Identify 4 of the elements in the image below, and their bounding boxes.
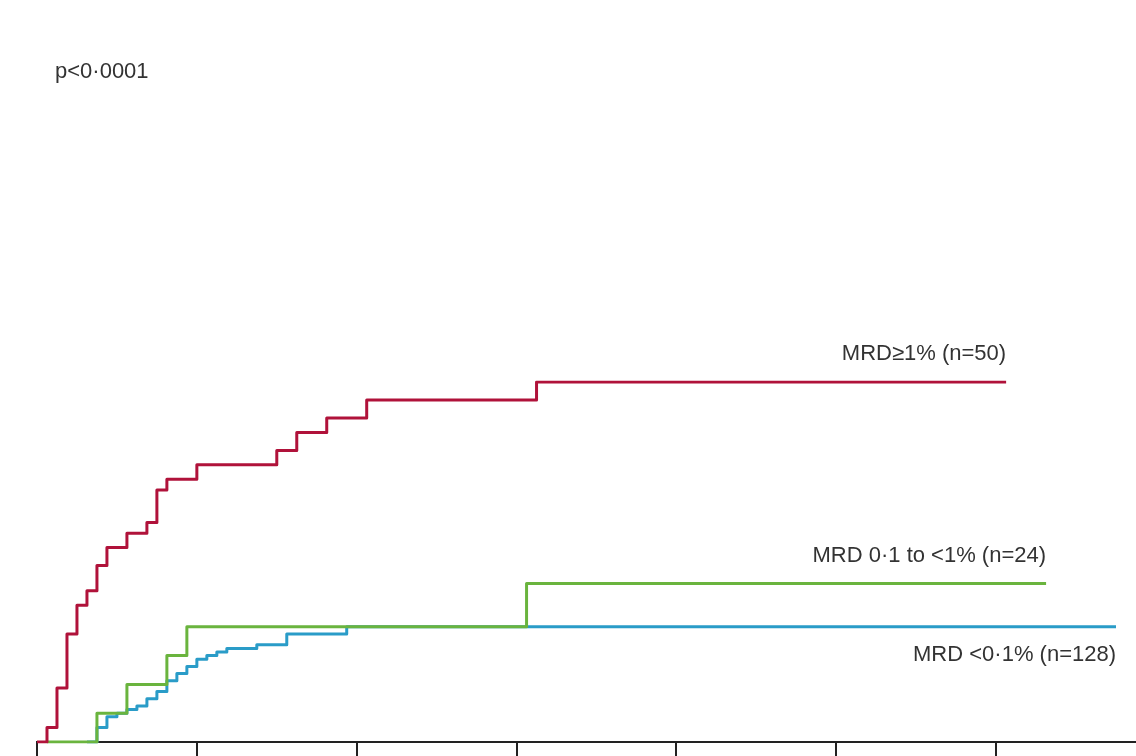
series-label: MRD <0·1% (n=128) — [913, 640, 1117, 666]
series-label: MRD≥1% (n=50) — [841, 340, 1007, 366]
text: p<0·0001 — [55, 58, 149, 84]
series-label: MRD 0·1 to <1% (n=24) — [812, 541, 1047, 567]
